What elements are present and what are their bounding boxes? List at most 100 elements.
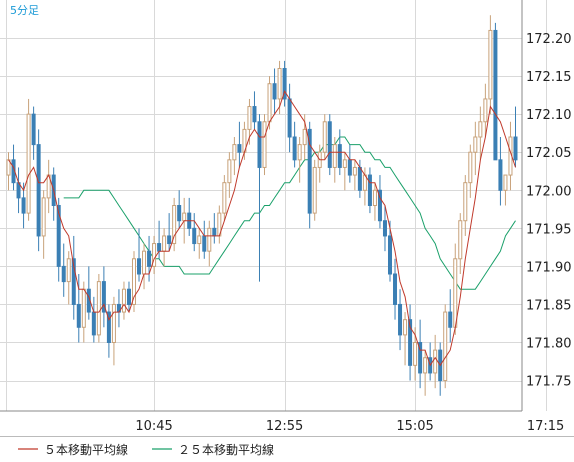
candle-down [387, 235, 393, 275]
candle-down [137, 258, 142, 275]
candle-up [483, 98, 488, 123]
candle-up [121, 288, 126, 313]
candle-down [71, 258, 76, 305]
candle-down [357, 166, 362, 191]
legend-ma5-label: ５本移動平均線 [44, 442, 128, 457]
candle-down [498, 159, 503, 191]
candle-down [307, 128, 312, 214]
candle-up [413, 342, 418, 366]
candle-up [423, 357, 428, 374]
y-tick-label: 172.20 [526, 32, 572, 47]
candle-down [192, 227, 197, 245]
candle-up [162, 235, 167, 252]
y-tick-labels: 172.20 172.15 172.10 172.05 172.00 171.95 171.… [526, 32, 572, 390]
candle-up [302, 128, 307, 146]
candle-up [403, 319, 408, 336]
candle-up [172, 205, 177, 245]
candle-up [312, 166, 317, 214]
candle-up [81, 288, 86, 328]
candle-up [262, 121, 267, 168]
y-tick-label: 171.80 [526, 337, 572, 352]
candle-down [106, 311, 111, 343]
candle-up [468, 151, 473, 184]
candle-down [31, 113, 36, 146]
candle-down [237, 144, 242, 153]
candles-group [6, 15, 518, 396]
ma5-line-group [8, 90, 516, 367]
timeframe-label: 5分足 [10, 4, 39, 17]
candle-up [453, 258, 458, 328]
candle-up [66, 258, 71, 283]
legend: ５本移動平均線 ２５本移動平均線 [18, 442, 274, 457]
candle-up [152, 243, 157, 267]
candle-down [418, 342, 423, 374]
candle-down [448, 311, 453, 328]
y-tick-label: 172.15 [526, 70, 572, 85]
candle-up [322, 121, 327, 153]
candle-down [367, 174, 372, 207]
candle-down [56, 205, 61, 267]
y-tick-label: 171.90 [526, 260, 572, 275]
candle-down [147, 250, 152, 267]
candle-down [493, 29, 498, 161]
candle-down [393, 273, 398, 305]
candle-down [76, 303, 81, 328]
y-tick-label: 172.10 [526, 108, 572, 123]
candle-up [297, 144, 302, 161]
candle-up [342, 159, 347, 168]
candle-up [111, 303, 116, 344]
candle-down [287, 98, 292, 138]
candle-up [267, 83, 272, 123]
candle-down [36, 144, 41, 237]
candle-down [408, 319, 413, 366]
candle-down [513, 136, 518, 161]
candle-down [157, 243, 162, 252]
candle-up [372, 189, 377, 206]
candle-up [247, 106, 252, 130]
candle-down [101, 281, 106, 313]
candle-down [282, 68, 287, 100]
candle-up [222, 182, 227, 214]
candle-down [292, 136, 297, 161]
candle-up [478, 121, 483, 138]
candle-down [91, 311, 96, 336]
ma5-line [8, 90, 516, 367]
candle-down [126, 288, 131, 305]
candle-up [332, 144, 337, 168]
candle-down [337, 144, 342, 168]
candle-up [503, 174, 508, 191]
candle-down [177, 205, 182, 222]
x-tick-label: 15:05 [396, 419, 433, 434]
x-tick-label: 17:15 [527, 419, 564, 434]
candle-up [232, 144, 237, 161]
candle-up [433, 349, 438, 374]
candle-down [272, 83, 277, 100]
candle-down [347, 159, 352, 176]
candle-down [202, 235, 207, 252]
candle-up [26, 113, 31, 214]
candle-down [382, 220, 387, 237]
candle-down [21, 197, 26, 214]
legend-ma25-label: ２５本移動平均線 [178, 442, 274, 457]
candle-up [352, 166, 357, 176]
y-tick-label: 171.75 [526, 375, 572, 390]
candle-up [227, 159, 232, 184]
candle-up [96, 281, 101, 336]
candle-down [61, 265, 66, 283]
candle-up [207, 227, 212, 252]
candle-up [277, 68, 282, 100]
candle-up [182, 212, 187, 222]
candle-down [167, 235, 172, 245]
candle-up [131, 258, 137, 305]
x-tick-label: 12:55 [266, 419, 303, 434]
x-tick-label: 10:45 [135, 419, 172, 434]
candle-up [197, 235, 202, 245]
candle-up [473, 136, 478, 153]
candle-up [488, 29, 493, 100]
y-tick-label: 171.95 [526, 222, 572, 237]
candle-down [212, 227, 217, 237]
candle-down [377, 189, 382, 222]
candle-down [257, 121, 262, 168]
